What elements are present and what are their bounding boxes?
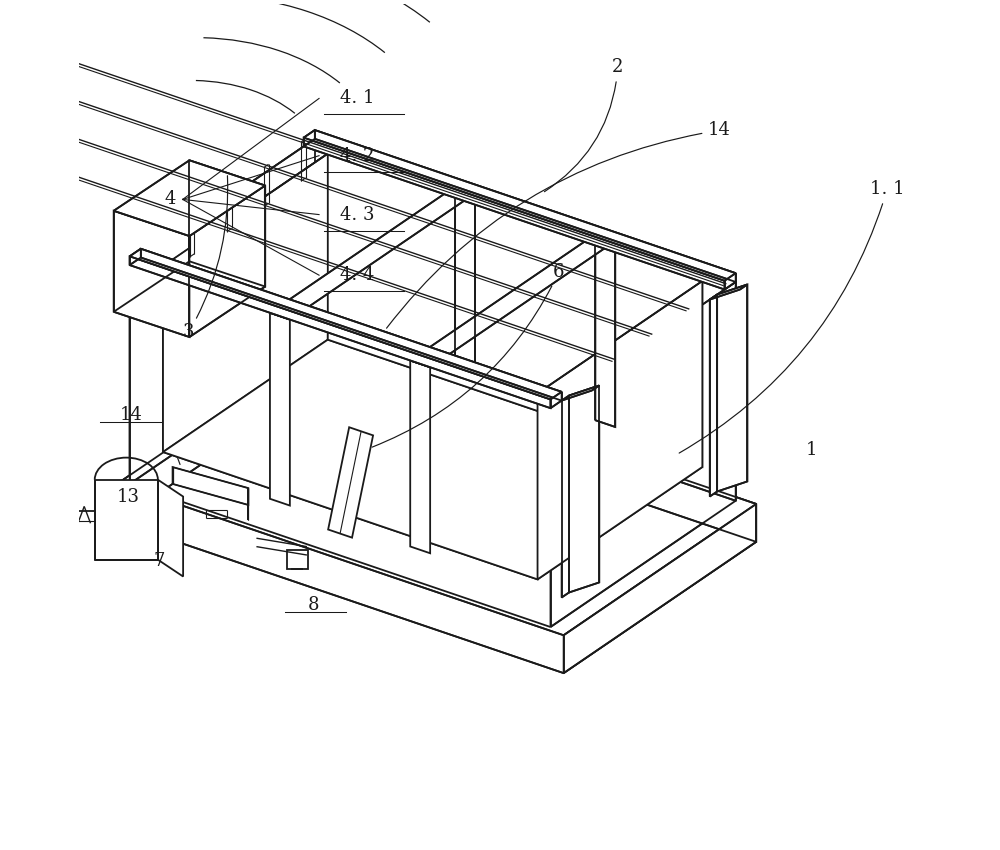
Polygon shape [130, 249, 562, 400]
Polygon shape [163, 340, 702, 580]
Polygon shape [158, 479, 183, 576]
Polygon shape [130, 358, 736, 627]
Polygon shape [569, 385, 599, 592]
Polygon shape [315, 130, 736, 282]
Text: 7: 7 [153, 552, 165, 570]
Polygon shape [710, 285, 747, 299]
Polygon shape [551, 282, 736, 627]
Polygon shape [551, 392, 562, 408]
Polygon shape [538, 281, 702, 580]
Polygon shape [118, 352, 756, 635]
Polygon shape [287, 550, 308, 570]
Text: 2: 2 [544, 59, 624, 192]
Polygon shape [141, 249, 562, 400]
Polygon shape [562, 395, 569, 598]
Polygon shape [410, 360, 430, 553]
Text: 3: 3 [183, 176, 228, 342]
Polygon shape [163, 154, 702, 394]
Polygon shape [710, 295, 717, 496]
Polygon shape [328, 428, 373, 538]
Polygon shape [455, 186, 475, 379]
Polygon shape [725, 273, 736, 290]
Text: 14: 14 [120, 406, 143, 424]
Text: 13: 13 [116, 488, 139, 506]
Polygon shape [595, 235, 615, 427]
Polygon shape [562, 385, 599, 400]
Text: 8: 8 [308, 596, 320, 614]
Polygon shape [410, 235, 615, 367]
Polygon shape [130, 265, 551, 627]
Polygon shape [270, 186, 475, 320]
Polygon shape [304, 130, 736, 280]
Polygon shape [130, 139, 736, 408]
Polygon shape [114, 161, 265, 236]
Text: 14: 14 [387, 122, 730, 328]
Polygon shape [163, 154, 328, 452]
Text: 4. 1: 4. 1 [340, 89, 374, 107]
Text: 1: 1 [806, 441, 817, 459]
Polygon shape [114, 211, 189, 337]
Polygon shape [118, 390, 756, 673]
Polygon shape [130, 249, 141, 265]
FancyBboxPatch shape [95, 479, 158, 559]
Text: 1. 1: 1. 1 [679, 180, 904, 453]
Polygon shape [189, 161, 265, 286]
Polygon shape [328, 154, 702, 467]
Polygon shape [163, 266, 538, 580]
Polygon shape [130, 257, 551, 408]
Polygon shape [130, 139, 315, 484]
Polygon shape [173, 468, 248, 505]
Polygon shape [304, 130, 315, 146]
Polygon shape [270, 313, 290, 506]
Text: 4. 2: 4. 2 [340, 147, 374, 165]
Polygon shape [189, 185, 265, 337]
Text: 4. 3: 4. 3 [340, 206, 374, 224]
Polygon shape [304, 138, 725, 290]
Polygon shape [118, 352, 310, 521]
Polygon shape [717, 285, 747, 491]
Text: 6: 6 [372, 263, 565, 447]
Polygon shape [315, 139, 736, 501]
Text: 4: 4 [164, 190, 176, 208]
Polygon shape [310, 352, 756, 541]
Polygon shape [564, 504, 756, 673]
Text: 4. 4: 4. 4 [340, 266, 374, 284]
